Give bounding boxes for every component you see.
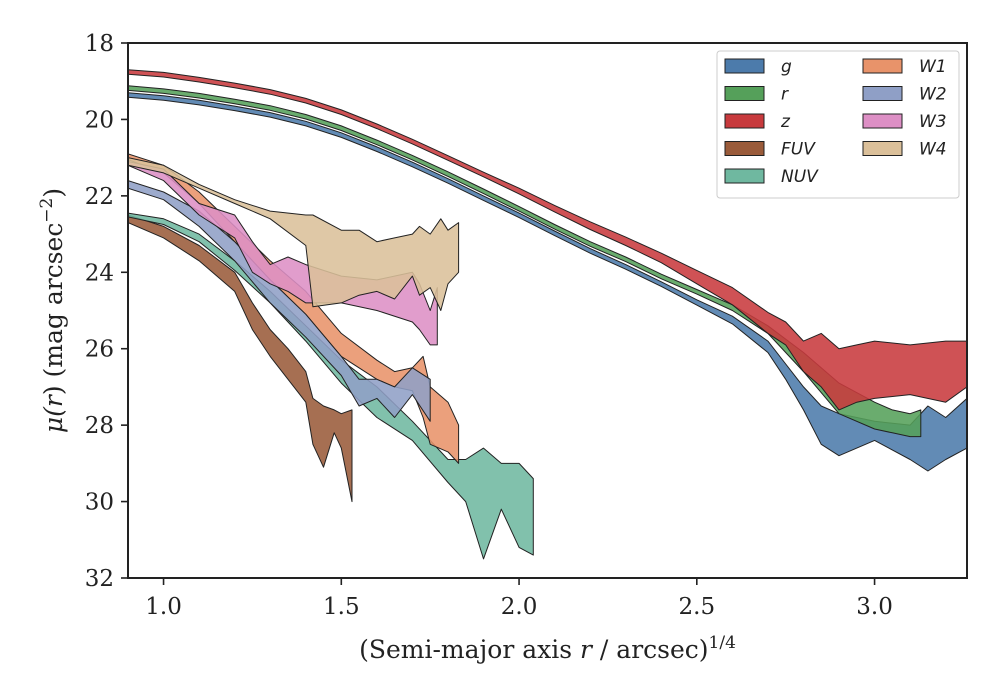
legend-swatch-w4 [862,141,903,156]
x-tick-label: 1.0 [145,594,182,620]
legend-swatch-nuv [724,168,765,184]
y-tick-label: 24 [85,260,114,286]
legend-swatch-w1 [862,58,903,74]
legend-label-fuv: FUV [781,140,816,160]
legend-label-w2: W2 [919,85,947,105]
legend-label-w1: W1 [919,57,947,77]
y-tick-label: 26 [85,337,114,363]
y-tick-label: 18 [85,31,114,57]
legend-label-nuv: NUV [781,167,819,187]
legend-swatch-z [724,113,765,129]
band-w4 [128,157,460,311]
x-axis: 1.0 1.5 2.0 2.5 3.0 [145,578,893,620]
band-fuv [128,214,353,503]
legend-label-w4: W4 [919,140,947,160]
x-tick-label: 2.0 [501,594,538,620]
x-axis-label: (Semi-major axis r / arcsec)1/4 [359,633,736,664]
legend-label-r: r [781,85,789,105]
band-z [128,69,967,411]
y-tick-label: 32 [85,566,114,592]
x-tick-label: 2.5 [679,594,716,620]
y-tick-label: 22 [85,184,114,210]
y-tick-label: 20 [85,107,114,133]
plot-frame [127,42,968,579]
x-tick-label: 3.0 [856,594,893,620]
legend-label-z: z [780,112,791,132]
legend-swatch-fuv [724,141,765,156]
y-tick-label: 30 [85,490,114,516]
legend: grz FUV NUV W1 W2 W3 W4 [716,50,960,199]
y-axis-label: μ(r) (mag arcsec−2) [37,188,68,433]
legend-swatch-r [724,86,765,101]
band-layer [128,69,967,560]
legend-label-g: g [781,57,792,77]
legend-swatch-w3 [862,113,903,129]
legend-swatch-w2 [862,86,903,101]
band-w3 [128,161,438,346]
y-axis: 18 20 22 24 26 28 30 32 [85,31,128,592]
x-tick-label: 1.5 [323,594,360,620]
y-tick-label: 28 [85,413,114,439]
legend-label-w3: W3 [919,112,947,132]
band-g [128,92,967,472]
legend-swatch-g [724,58,765,74]
